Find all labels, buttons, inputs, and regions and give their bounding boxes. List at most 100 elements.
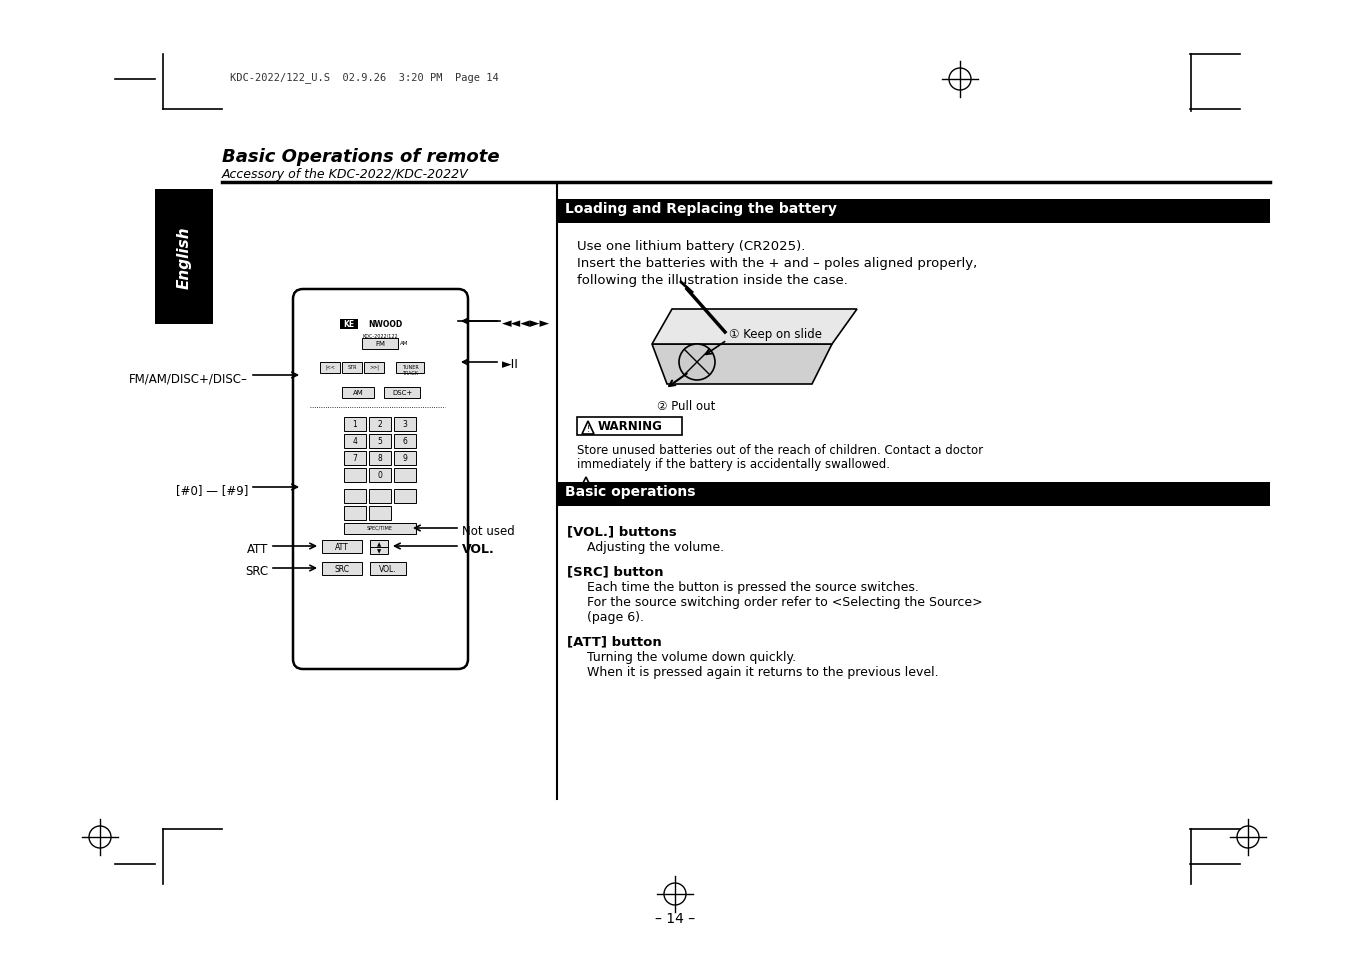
Bar [396,363,424,374]
Text: >>|: >>| [369,365,380,370]
Text: DSC+: DSC+ [392,390,412,395]
Bar [155,190,213,325]
Bar [369,469,390,482]
Text: KE: KE [343,319,354,329]
Bar [322,540,362,554]
Text: 4: 4 [353,436,358,446]
Text: SRC: SRC [245,564,267,578]
Text: For the source switching order refer to <Selecting the Source>: For the source switching order refer to … [586,596,982,608]
Text: ◄◄◄►►: ◄◄◄►► [503,316,550,330]
Text: 2: 2 [378,419,382,429]
Bar [362,338,399,350]
Bar [557,200,1270,224]
Bar [342,388,374,398]
Text: 7: 7 [353,454,358,462]
Text: FM: FM [376,340,385,347]
Text: ►II: ►II [503,357,519,371]
Text: ATT: ATT [335,542,349,552]
Text: WARNING: WARNING [598,419,663,433]
Text: 0: 0 [377,471,382,479]
Text: Use one lithium battery (CR2025).: Use one lithium battery (CR2025). [577,240,805,253]
Text: Turning the volume down quickly.: Turning the volume down quickly. [586,650,796,663]
Text: NWOOD: NWOOD [367,319,403,329]
Bar [345,523,416,535]
Bar [394,452,416,465]
Text: English: English [177,226,192,289]
FancyBboxPatch shape [293,290,467,669]
Bar [369,435,390,449]
Text: [VOL.] buttons: [VOL.] buttons [567,524,677,537]
Text: ① Keep on slide: ① Keep on slide [730,328,821,340]
Polygon shape [580,477,593,492]
Text: Insert the batteries with the + and – poles aligned properly,: Insert the batteries with the + and – po… [577,256,977,270]
Text: !: ! [585,481,588,491]
Bar [345,452,366,465]
Bar [345,506,366,520]
Text: Accessory of the KDC-2022/KDC-2022V: Accessory of the KDC-2022/KDC-2022V [222,168,469,181]
Bar [370,540,388,547]
Text: AM: AM [400,340,408,346]
Bar [369,506,390,520]
Bar [363,363,384,374]
Text: ▲: ▲ [377,541,381,546]
Text: Store unused batteries out of the reach of children. Contact a doctor: Store unused batteries out of the reach … [577,443,984,456]
Text: [#0] — [#9]: [#0] — [#9] [176,483,249,497]
Bar [369,417,390,432]
Text: [SRC] button: [SRC] button [567,564,663,578]
Text: 1: 1 [353,419,358,429]
Bar [370,547,388,555]
Text: 5: 5 [377,436,382,446]
Text: VOL.: VOL. [462,542,494,556]
Text: immediately if the battery is accidentally swallowed.: immediately if the battery is accidental… [577,457,890,471]
Bar [369,452,390,465]
Text: AM: AM [353,390,363,395]
Text: KDC-2022/122_U.S  02.9.26  3:20 PM  Page 14: KDC-2022/122_U.S 02.9.26 3:20 PM Page 14 [230,71,499,83]
Bar [394,417,416,432]
Text: Not used: Not used [462,524,515,537]
Text: When it is pressed again it returns to the previous level.: When it is pressed again it returns to t… [586,665,939,679]
Bar [577,417,682,436]
Text: Do not set the remote on hot places such as above the dashboard.: Do not set the remote on hot places such… [598,481,994,495]
Bar [369,490,390,503]
Bar [320,363,340,374]
Text: |<<: |<< [326,365,335,370]
Bar [394,435,416,449]
Text: SRC: SRC [335,564,350,574]
Circle shape [680,345,715,380]
Text: 8: 8 [378,454,382,462]
Text: VOL.: VOL. [380,564,397,574]
Text: Basic operations: Basic operations [565,484,696,498]
Bar [322,562,362,576]
Text: – 14 –: – 14 – [655,911,694,925]
Text: following the illustration inside the case.: following the illustration inside the ca… [577,274,848,287]
Text: Basic Operations of remote: Basic Operations of remote [222,148,500,166]
Bar [342,363,362,374]
Polygon shape [653,310,857,345]
Polygon shape [653,345,832,385]
Text: ▼: ▼ [377,548,381,554]
Bar [370,562,407,576]
Text: STR: STR [347,365,357,370]
Text: 9: 9 [403,454,408,462]
Text: 6: 6 [403,436,408,446]
Bar [345,490,366,503]
Text: SPEC/TIME: SPEC/TIME [367,525,393,531]
Bar [384,388,420,398]
Text: KDC-2022/122: KDC-2022/122 [362,334,397,338]
Polygon shape [582,421,594,435]
Text: (page 6).: (page 6). [586,610,644,623]
Bar [345,417,366,432]
Text: Adjusting the volume.: Adjusting the volume. [586,540,724,554]
Text: 3: 3 [403,419,408,429]
Bar [345,435,366,449]
Text: !: ! [586,424,589,434]
Bar [394,469,416,482]
Text: Loading and Replacing the battery: Loading and Replacing the battery [565,202,836,215]
Text: Each time the button is pressed the source switches.: Each time the button is pressed the sour… [586,580,919,594]
Text: TUNER
TRACK: TUNER TRACK [401,365,419,375]
Bar [340,319,358,330]
Text: FM/AM/DISC+/DISC–: FM/AM/DISC+/DISC– [130,372,249,385]
Bar [394,490,416,503]
Text: ② Pull out: ② Pull out [657,399,716,413]
Bar [557,482,1270,506]
